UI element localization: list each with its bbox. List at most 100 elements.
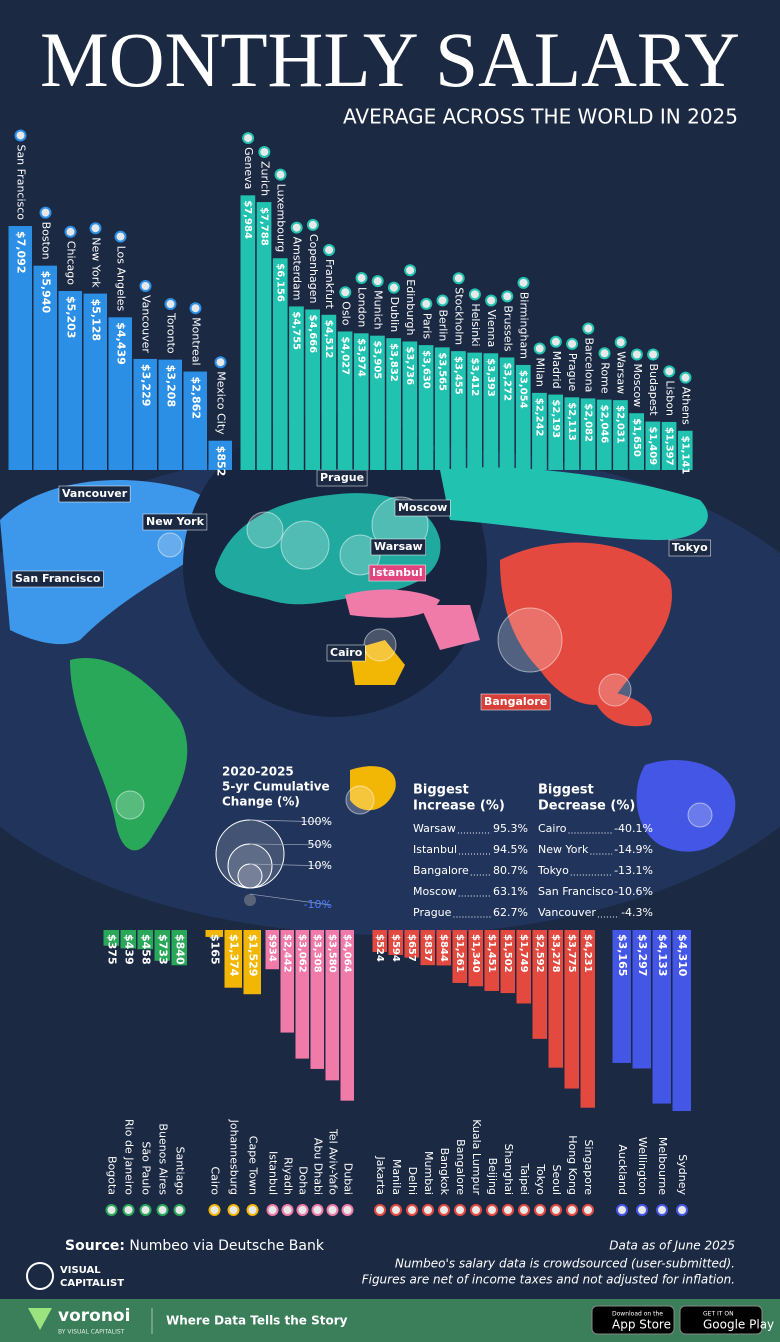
value-label: $2,242 xyxy=(534,398,545,437)
flag xyxy=(374,1204,386,1216)
bar xyxy=(243,930,261,995)
flag xyxy=(502,1204,514,1216)
city-label: Prague xyxy=(566,353,579,392)
table-city: San Francisco xyxy=(538,885,614,898)
flag xyxy=(390,1204,402,1216)
bar xyxy=(353,333,369,470)
source: Source: Numbeo via Deutsche Bank xyxy=(65,1238,325,1254)
value-label: $934 xyxy=(267,934,278,962)
legend-leader xyxy=(249,893,331,906)
city-label: Santiago xyxy=(174,1146,187,1195)
city-label: Vancouver xyxy=(140,295,153,353)
city-label: Warsaw xyxy=(615,351,628,394)
value-label: $4,133 xyxy=(656,934,669,976)
table-value: -10.6% xyxy=(614,885,653,898)
value-label: $6,156 xyxy=(275,263,286,302)
flag xyxy=(341,1204,354,1216)
bar xyxy=(564,397,580,470)
bar xyxy=(661,421,677,470)
value-label: $3,297 xyxy=(636,934,649,976)
value-label: $3,736 xyxy=(404,346,415,385)
city-label: Tokyo xyxy=(534,1163,547,1195)
city-label: Rome xyxy=(599,362,612,394)
bar xyxy=(451,351,466,470)
flag xyxy=(156,1204,169,1216)
city-label: Taipei xyxy=(518,1162,531,1195)
flag xyxy=(647,348,660,361)
bubble xyxy=(157,532,183,558)
map-label: Prague xyxy=(320,471,364,484)
source-label: Source: xyxy=(65,1238,125,1254)
city-label: Amsterdam xyxy=(291,237,304,301)
table-title: Biggest xyxy=(413,783,469,798)
bar xyxy=(580,930,595,1108)
bar xyxy=(672,930,691,1112)
app-store-button[interactable] xyxy=(591,1305,675,1335)
map-label: Moscow xyxy=(398,501,447,514)
flag xyxy=(566,337,579,350)
table-value: 63.1% xyxy=(493,885,528,898)
value-label: $594 xyxy=(390,934,401,962)
city-label: Athens xyxy=(680,387,693,425)
city-label: Tel Aviv-Yafo xyxy=(327,1128,340,1195)
bar xyxy=(33,265,57,470)
bar xyxy=(420,930,435,966)
flag xyxy=(39,206,52,219)
bar xyxy=(280,930,294,1033)
city-label: Hong Kong xyxy=(566,1135,579,1195)
bar xyxy=(652,930,671,1104)
legend-circle xyxy=(244,894,256,906)
city-label: Munich xyxy=(372,290,385,330)
value-label: $3,905 xyxy=(372,341,383,380)
map-label-box xyxy=(480,693,551,711)
brand: VISUAL xyxy=(60,1265,101,1276)
value-label: $2,031 xyxy=(615,405,626,444)
bar xyxy=(137,930,153,950)
southeast-asia xyxy=(590,690,652,727)
bar xyxy=(548,930,563,1068)
flag xyxy=(566,1204,578,1216)
value-label: $524 xyxy=(374,934,385,962)
value-label: $5,940 xyxy=(40,271,53,314)
tagline: Where Data Tells the Story xyxy=(166,1314,348,1328)
australia xyxy=(636,760,736,852)
legend-title: 2020-2025 xyxy=(222,765,294,779)
value-label: $439 xyxy=(123,934,136,965)
city-label: Paris xyxy=(420,313,433,339)
value-label: $2,046 xyxy=(599,405,610,444)
world-map xyxy=(0,413,780,935)
flag xyxy=(422,1204,434,1216)
value-label: $3,229 xyxy=(140,364,153,406)
value-label: $7,092 xyxy=(15,231,28,273)
google-play-button[interactable] xyxy=(679,1305,763,1335)
flag xyxy=(676,1204,688,1216)
value-label: $3,308 xyxy=(312,934,323,973)
value-label: $852 xyxy=(215,446,228,477)
city-label: Wellington xyxy=(636,1137,649,1195)
flag xyxy=(105,1204,118,1216)
value-label: $4,027 xyxy=(339,336,350,375)
city-label: Frankfurt xyxy=(323,259,336,309)
bar xyxy=(613,400,628,470)
flag xyxy=(89,222,102,235)
table-title: Increase (%) xyxy=(413,799,505,814)
value-label: $657 xyxy=(406,934,417,962)
value-label: $2,442 xyxy=(282,934,293,973)
city-label: Milan xyxy=(534,358,547,387)
map-label-box xyxy=(11,570,104,588)
city-label: Mumbai xyxy=(422,1151,435,1195)
table-city: Tokyo xyxy=(537,864,569,877)
city-label: Los Angeles xyxy=(115,246,128,312)
flag xyxy=(436,294,449,307)
bar xyxy=(158,359,182,470)
flag xyxy=(454,1204,466,1216)
map-labels: Vancouver New York San Francisco Prague Mosc… xyxy=(11,469,711,711)
city-label: Barcelona xyxy=(582,337,595,392)
flag xyxy=(371,275,384,288)
city-label: Buenos Aires xyxy=(157,1123,170,1195)
south-africa xyxy=(350,766,396,811)
value-label: $837 xyxy=(422,934,433,962)
value-label: $1,502 xyxy=(502,934,513,973)
city-label: Rio de Janeiro xyxy=(123,1119,136,1195)
